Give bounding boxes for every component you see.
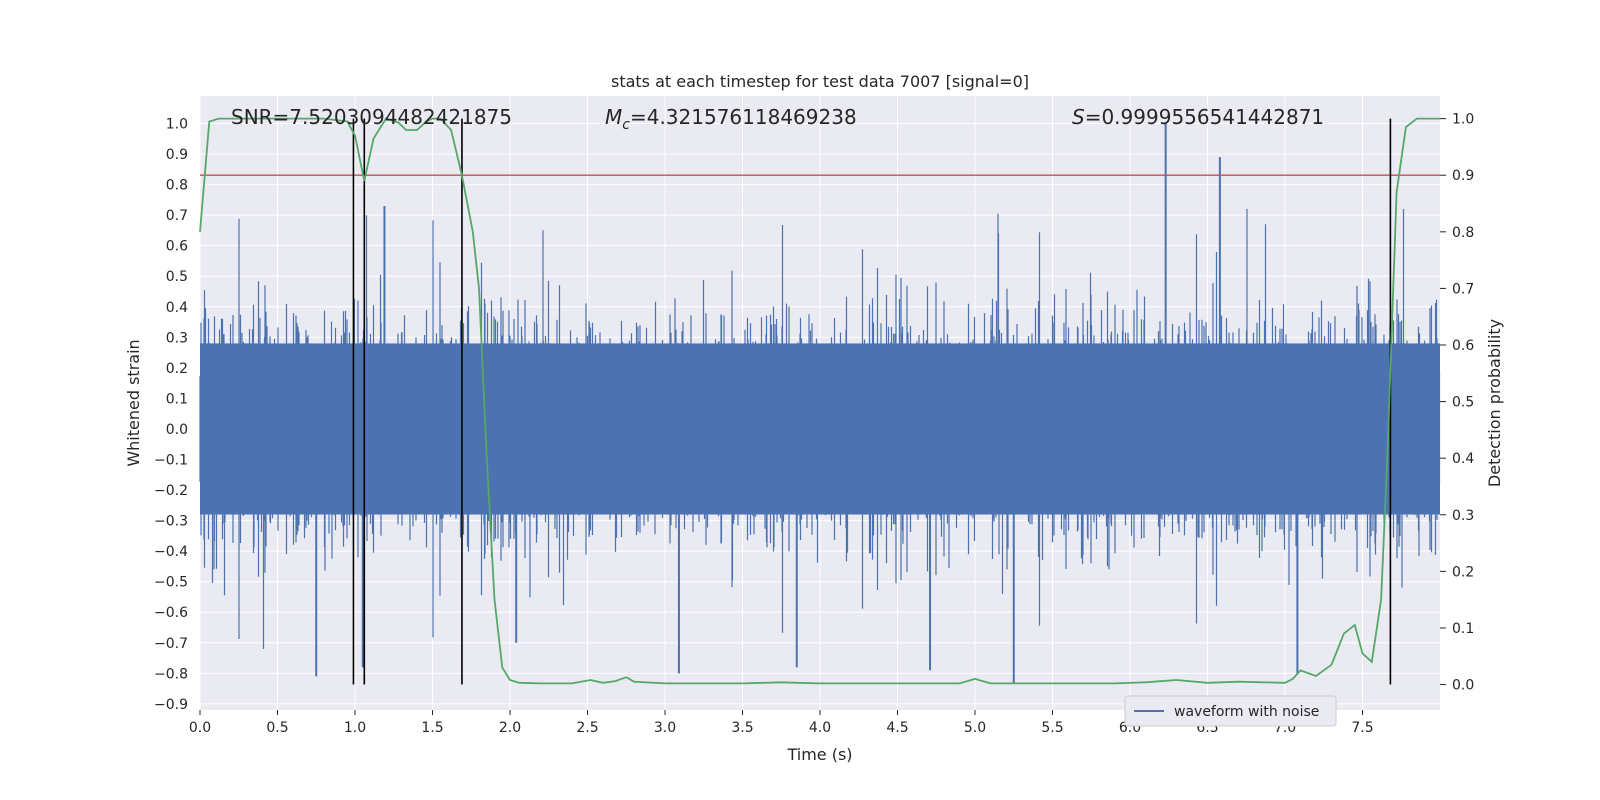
y-left-tick-label-9: 0.0 <box>166 422 188 438</box>
y-left-tick-label-19: 1.0 <box>166 116 188 132</box>
vertical-markers <box>352 118 1392 685</box>
y-left-tick-label-7: −0.2 <box>154 483 188 499</box>
y-left-tick-label-12: 0.3 <box>166 330 188 346</box>
y-right-tick-label-9: 0.9 <box>1452 168 1474 184</box>
y-left-tick-label-5: −0.4 <box>154 544 188 560</box>
y-left-tick-label-16: 0.7 <box>166 208 188 224</box>
mc-symbol: M <box>605 105 622 129</box>
x-tick-label-9: 4.5 <box>886 720 908 736</box>
x-tick-label-10: 5.0 <box>964 720 986 736</box>
y-right-tick-label-7: 0.7 <box>1452 281 1474 297</box>
x-tick-label-15: 7.5 <box>1351 720 1373 736</box>
score-annotation: S=0.9999556541442871 <box>1072 105 1324 129</box>
chirp-mass-annotation: Mc=4.321576118469238 <box>605 105 857 133</box>
x-axis-label: Time (s) <box>786 745 852 764</box>
y-right-tick-label-3: 0.3 <box>1452 508 1474 524</box>
y-right-tick-label-2: 0.2 <box>1452 564 1474 580</box>
snr-annotation: SNR=7.5203094482421875 <box>231 105 512 129</box>
y-left-tick-label-8: −0.1 <box>154 453 188 469</box>
y-left-axis-label: Whitened strain <box>124 339 143 466</box>
x-tick-label-3: 1.5 <box>421 720 443 736</box>
y-left-tick-label-2: −0.7 <box>154 636 188 652</box>
y-left-tick-label-14: 0.5 <box>166 269 188 285</box>
y-left-tick-label-6: −0.3 <box>154 514 188 530</box>
s-value: =0.9999556541442871 <box>1085 105 1324 129</box>
x-tick-label-0: 0.0 <box>189 720 211 736</box>
x-tick-label-7: 3.5 <box>731 720 753 736</box>
x-tick-label-2: 1.0 <box>344 720 366 736</box>
y-right-axis-label: Detection probability <box>1485 319 1504 487</box>
y-left-tick-label-10: 0.1 <box>166 391 188 407</box>
waveform-with-noise-series <box>199 123 1441 683</box>
y-left-tick-label-18: 0.9 <box>166 147 188 163</box>
y-right-tick-label-6: 0.6 <box>1452 338 1474 354</box>
x-tick-label-8: 4.0 <box>809 720 831 736</box>
y-left-axis-ticks: −0.9 −0.8 −0.7 −0.6 −0.5 −0.4 −0.3 −0.2 −0.1 0.0 0… <box>154 116 188 712</box>
y-left-tick-label-0: −0.9 <box>154 697 188 713</box>
x-tick-label-6: 3.0 <box>654 720 676 736</box>
y-left-tick-label-4: −0.5 <box>154 575 188 591</box>
y-right-axis-ticks: 0.0 0.1 0.2 0.3 0.4 0.5 0.6 0.7 0.8 0.9 1.0 <box>1440 112 1474 694</box>
y-right-tick-label-8: 0.8 <box>1452 225 1474 241</box>
chart-title: stats at each timestep for test data 700… <box>611 72 1029 91</box>
detection-probability-series <box>199 117 1440 685</box>
x-tick-label-11: 5.5 <box>1041 720 1063 736</box>
y-right-tick-label-5: 0.5 <box>1452 395 1474 411</box>
x-tick-label-5: 2.5 <box>576 720 598 736</box>
probability-line <box>199 117 1440 685</box>
y-left-tick-label-13: 0.4 <box>166 300 188 316</box>
y-left-tick-label-17: 0.8 <box>166 178 188 194</box>
y-right-tick-label-10: 1.0 <box>1452 112 1474 128</box>
s-symbol: S <box>1072 105 1085 129</box>
x-tick-label-4: 2.0 <box>499 720 521 736</box>
x-tick-label-1: 0.5 <box>266 720 288 736</box>
y-left-tick-label-15: 0.6 <box>166 239 188 255</box>
legend-box <box>1124 695 1337 727</box>
legend-label-waveform: waveform with noise <box>1174 704 1319 720</box>
waveform-core-band <box>200 343 1440 515</box>
y-left-tick-label-1: −0.8 <box>154 666 188 682</box>
legend: waveform with noise <box>1124 695 1337 727</box>
y-right-tick-label-0: 0.0 <box>1452 678 1474 694</box>
y-left-tick-label-11: 0.2 <box>166 361 188 377</box>
y-left-tick-label-3: −0.6 <box>154 605 188 621</box>
mc-value: =4.321576118469238 <box>630 105 857 129</box>
mc-subscript: c <box>622 117 630 133</box>
y-right-tick-label-1: 0.1 <box>1452 621 1474 637</box>
y-right-tick-label-4: 0.4 <box>1452 451 1474 467</box>
